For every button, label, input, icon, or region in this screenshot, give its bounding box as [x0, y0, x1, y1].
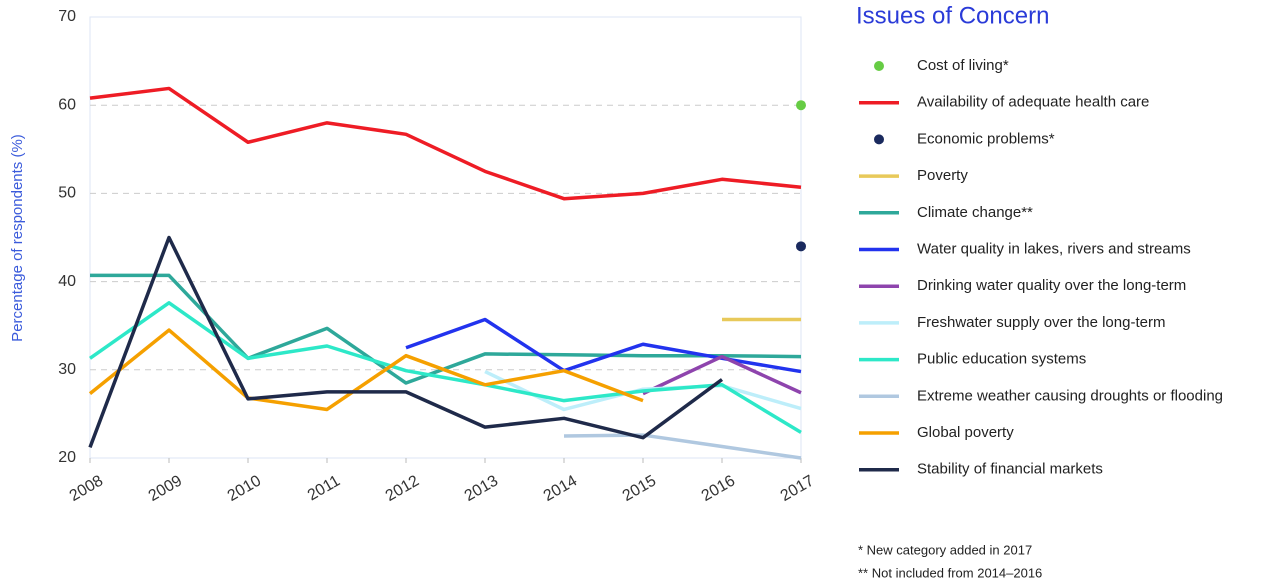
footnote: * New category added in 2017: [858, 542, 1032, 557]
legend-label: Extreme weather causing droughts or floo…: [917, 387, 1223, 404]
legend-label: Cost of living*: [917, 57, 1009, 74]
series-line: [405, 317, 802, 374]
y-tick-label: 30: [58, 361, 76, 378]
series-line: [88, 301, 802, 434]
legend-label: Economic problems*: [917, 130, 1055, 147]
footnote: ** Not included from 2014–2016: [858, 565, 1042, 580]
x-tick-label: 2013: [462, 472, 501, 505]
legend-title: Issues of Concern: [856, 2, 1049, 29]
x-tick-label: 2012: [383, 472, 422, 505]
x-tick-label: 2014: [541, 472, 580, 505]
legend-label: Stability of financial markets: [917, 461, 1103, 478]
x-tick-label: 2017: [778, 472, 817, 505]
legend-marker: [874, 61, 884, 71]
y-tick-label: 20: [58, 449, 76, 466]
y-tick-label: 60: [58, 96, 76, 113]
series-line: [642, 354, 802, 396]
data-point: [796, 241, 806, 252]
y-tick-label: 70: [58, 8, 76, 25]
y-tick-label: 40: [58, 273, 76, 290]
x-tick-label: 2011: [305, 472, 343, 504]
legend-label: Freshwater supply over the long-term: [917, 314, 1165, 331]
legend-label: Availability of adequate health care: [917, 94, 1149, 111]
x-tick-label: 2015: [620, 472, 659, 505]
x-tick-label: 2016: [699, 472, 738, 505]
legend-label: Drinking water quality over the long-ter…: [917, 277, 1186, 294]
series-line: [88, 328, 644, 412]
legend-marker: [874, 134, 884, 145]
x-tick-label: 2009: [146, 472, 185, 505]
plot-frame: [89, 16, 802, 459]
series-line: [563, 433, 802, 460]
series-line: [88, 235, 724, 449]
x-tick-label: 2010: [225, 472, 264, 505]
legend-label: Water quality in lakes, rivers and strea…: [917, 240, 1191, 257]
legend-label: Poverty: [917, 167, 968, 184]
x-tick-label: 2008: [67, 472, 106, 505]
legend-label: Global poverty: [917, 424, 1014, 441]
data-point: [796, 100, 806, 111]
y-axis-label: Percentage of respondents (%): [9, 134, 26, 342]
y-tick-label: 50: [58, 185, 76, 202]
legend-label: Public education systems: [917, 351, 1086, 368]
series-line: [89, 86, 802, 201]
legend-label: Climate change**: [917, 204, 1033, 221]
